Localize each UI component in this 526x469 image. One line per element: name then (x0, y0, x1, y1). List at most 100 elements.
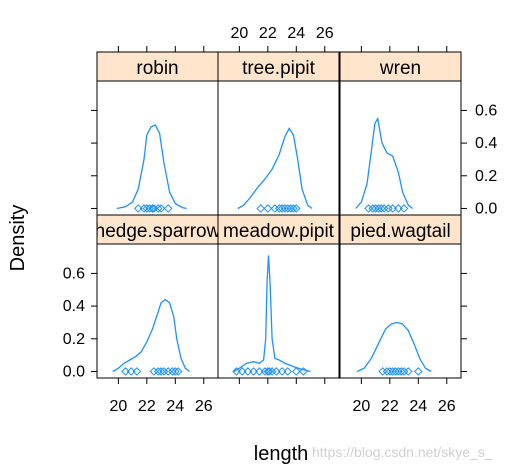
data-point (133, 204, 143, 213)
data-point (283, 367, 293, 376)
y-tick-label: 0.2 (475, 168, 497, 185)
data-point (132, 367, 142, 376)
x-tick-label: 24 (287, 25, 305, 42)
data-point (254, 367, 264, 376)
data-point (374, 204, 383, 213)
data-point (232, 367, 241, 376)
data-point (237, 367, 247, 376)
data-point (168, 367, 177, 376)
x-tick-label: 22 (259, 25, 277, 42)
strip-label: pied.wagtail (350, 221, 450, 242)
y-tick-label: 0.4 (63, 298, 85, 315)
x-tick-label: 22 (381, 398, 399, 415)
data-point (163, 204, 173, 213)
panel-wren: wren (339, 51, 462, 216)
data-point (382, 367, 392, 376)
strip-label: meadow.pipit (223, 221, 335, 242)
strip-background (97, 215, 218, 244)
density-curve (233, 255, 311, 373)
density-curve (356, 321, 432, 373)
panel-robin: robin (96, 51, 219, 216)
panel-grid: robin tree.pipit wren hedge.sparrow meadow.p… (95, 51, 462, 379)
data-point (391, 367, 400, 376)
data-point (388, 204, 397, 213)
panel-hedge-sparrow: hedge.sparrow (95, 214, 221, 379)
watermark-text: https://blog.csdn.net/skye_s_ (312, 444, 493, 460)
data-point (394, 367, 403, 376)
strip-background (97, 52, 218, 81)
density-curve (355, 116, 413, 210)
strip-background (340, 215, 461, 244)
panel-frame (339, 214, 462, 379)
data-point (394, 204, 403, 213)
x-tick-label: 20 (230, 25, 248, 42)
data-point (291, 367, 301, 376)
data-point (274, 204, 284, 213)
strip-label: robin (136, 58, 178, 79)
data-point (289, 204, 298, 213)
x-axis-title: length (254, 443, 309, 465)
data-point (139, 204, 149, 213)
strip-background (218, 52, 339, 81)
data-point (173, 367, 183, 376)
panel-frame (217, 214, 340, 379)
data-point (126, 367, 136, 376)
data-point (385, 367, 395, 376)
data-point (156, 204, 166, 213)
y-tick-label: 0.6 (475, 102, 497, 119)
data-point (272, 367, 281, 376)
x-tick-label: 26 (195, 398, 213, 415)
data-point (121, 367, 130, 376)
density-curve (112, 298, 190, 373)
y-axis-title: Density (7, 205, 29, 272)
panel-pied-wagtail: pied.wagtail (339, 214, 462, 379)
data-point (263, 204, 273, 213)
data-point (283, 204, 293, 213)
density-curve (237, 127, 313, 210)
data-point (396, 367, 406, 376)
panel-meadow-pipit: meadow.pipit (217, 214, 340, 379)
data-point (170, 367, 180, 376)
data-point (399, 204, 409, 213)
data-point (404, 367, 413, 376)
data-point (299, 367, 308, 376)
y-tick-label: 0.4 (475, 135, 497, 152)
strip-background (218, 215, 339, 244)
x-tick-label: 26 (316, 25, 334, 42)
data-point (277, 204, 287, 213)
data-point (153, 204, 163, 213)
x-tick-label: 24 (409, 398, 427, 415)
data-point (368, 204, 378, 213)
strip-label: wren (379, 58, 421, 79)
x-tick-label: 26 (438, 398, 456, 415)
data-point (243, 367, 253, 376)
data-point (286, 204, 295, 213)
y-tick-label: 0.6 (63, 265, 85, 282)
data-point (148, 204, 157, 213)
data-point (156, 367, 166, 376)
data-point (264, 367, 274, 376)
x-tick-label: 24 (166, 398, 184, 415)
data-point (376, 204, 386, 213)
axes-layer: 20 22 24 26 20 22 24 26 20 22 24 26 0.0 0.2 0.4 0.6 0.0 0… (63, 25, 498, 415)
data-point (388, 367, 397, 376)
data-point (153, 367, 163, 376)
y-tick-label: 0.0 (475, 200, 497, 217)
y-tick-label: 0.2 (63, 331, 85, 348)
data-point (413, 367, 423, 376)
x-tick-label: 22 (138, 398, 156, 415)
data-point (280, 204, 290, 213)
data-point (291, 204, 301, 213)
y-tick-label: 0.0 (63, 363, 85, 380)
strip-label: hedge.sparrow (95, 221, 221, 242)
density-curve (116, 124, 187, 210)
data-point (142, 204, 152, 213)
data-point (371, 204, 380, 213)
x-tick-label: 20 (352, 398, 370, 415)
x-tick-label: 20 (109, 398, 127, 415)
data-point (277, 367, 287, 376)
strip-background (340, 52, 461, 81)
strip-label: tree.pipit (242, 58, 316, 79)
data-point (249, 367, 258, 376)
